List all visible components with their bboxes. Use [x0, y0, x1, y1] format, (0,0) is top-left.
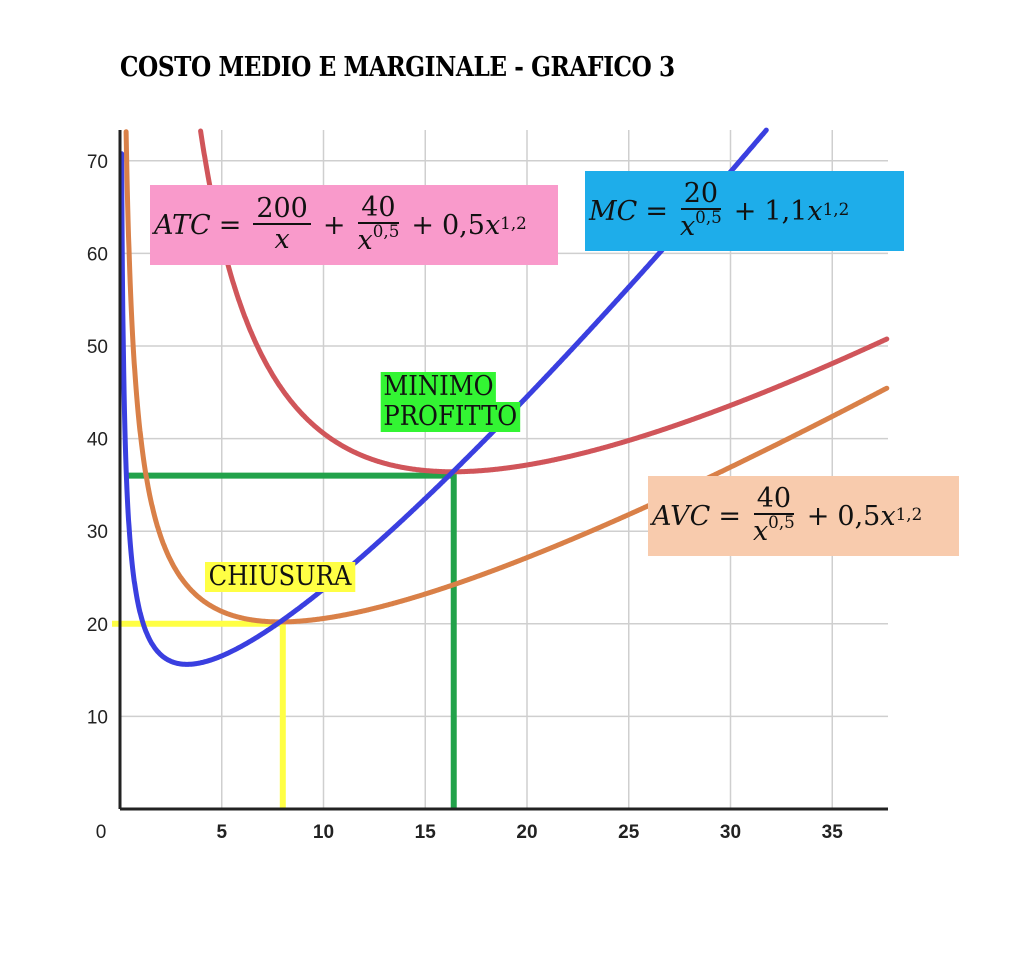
- svg-text:35: 35: [822, 822, 844, 843]
- svg-text:20: 20: [87, 615, 108, 636]
- atc-formula: ATC = 200 x + 40 x0,5 + 0,5 x 1,2: [150, 185, 558, 265]
- svg-text:40: 40: [87, 430, 108, 451]
- svg-text:60: 60: [87, 244, 108, 265]
- svg-text:5: 5: [216, 822, 227, 843]
- mc-curve: [119, 127, 769, 667]
- chart-title: COSTO MEDIO E MARGINALE - GRAFICO 3: [120, 52, 675, 83]
- minimo-profitto-label: MINIMO PROFITTO: [378, 371, 523, 433]
- svg-text:25: 25: [618, 822, 640, 843]
- svg-text:30: 30: [87, 522, 108, 543]
- avc-curve: [123, 129, 890, 625]
- svg-text:50: 50: [87, 337, 108, 358]
- atc-curve: [198, 128, 890, 475]
- atc-lhs: ATC: [154, 209, 211, 241]
- mc-formula: MC = 20 x0,5 + 1,1 x 1,2: [585, 171, 904, 251]
- mc-lhs: MC: [589, 195, 638, 227]
- avc-formula: AVC = 40 x0,5 + 0,5 x 1,2: [648, 476, 959, 556]
- atc-fraction-2: 40 x0,5: [357, 191, 400, 257]
- avc-fraction: 40 x0,5: [752, 482, 795, 548]
- cost-curves: [119, 127, 890, 667]
- svg-text:10: 10: [87, 707, 108, 728]
- axes: [118, 130, 888, 811]
- svg-text:70: 70: [87, 152, 108, 173]
- reference-line: [124, 472, 457, 809]
- svg-text:10: 10: [313, 822, 334, 843]
- axis-ticks: 0 5 10 15 20 25 30 35 10 20 30 40 50 60 70: [87, 152, 843, 843]
- reference-lines: [112, 472, 457, 809]
- svg-text:20: 20: [516, 822, 537, 843]
- atc-fraction-1: 200 x: [253, 194, 311, 255]
- svg-text:15: 15: [415, 822, 437, 843]
- svg-text:30: 30: [720, 822, 741, 843]
- chiusura-label: CHIUSURA: [205, 561, 356, 593]
- mc-fraction: 20 x0,5: [679, 177, 722, 243]
- svg-text:0: 0: [96, 822, 107, 843]
- avc-lhs: AVC: [652, 500, 711, 532]
